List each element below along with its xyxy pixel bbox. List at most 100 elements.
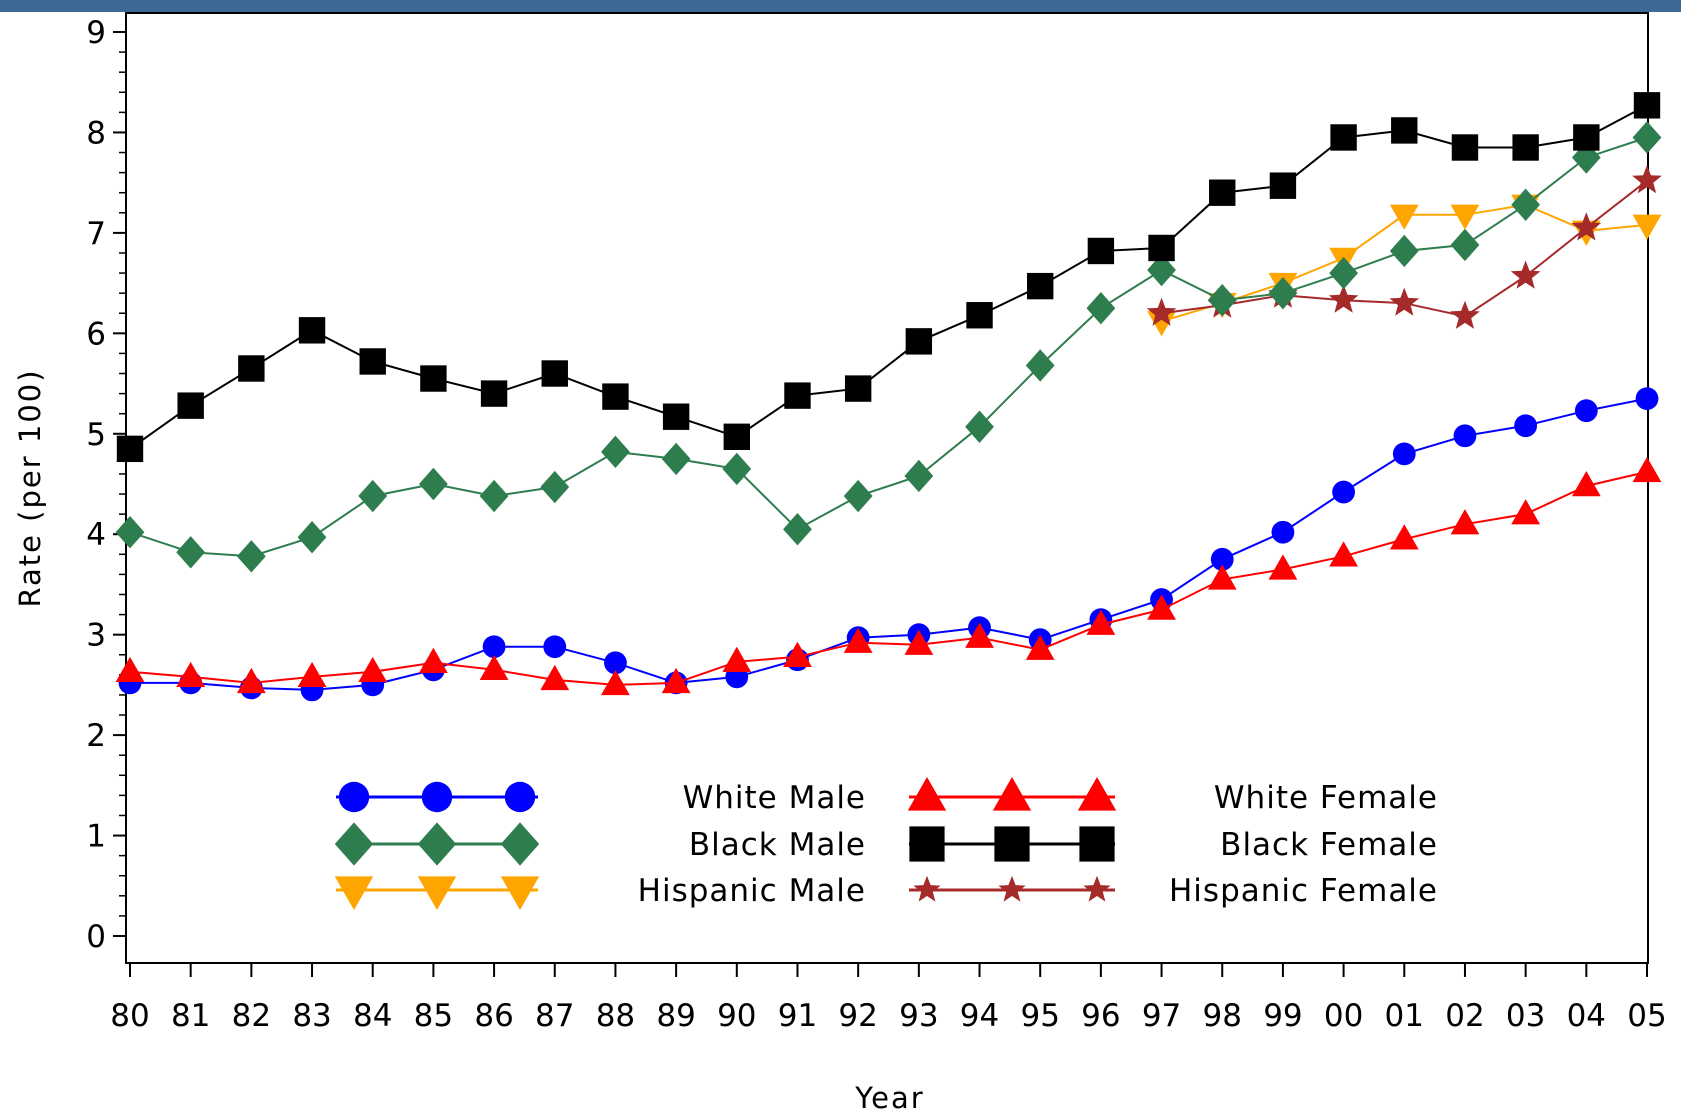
legend-entry-white-female: White Female	[907, 777, 1438, 816]
legend-entry-hispanic-male: Hispanic Male	[334, 873, 866, 910]
x-tick-label: 92	[838, 998, 877, 1034]
series-line	[129, 136, 1648, 558]
legend-marker	[338, 781, 370, 813]
data-point	[1450, 300, 1480, 329]
data-point	[1632, 456, 1662, 483]
series-white-male	[118, 387, 1659, 702]
data-point	[236, 540, 266, 573]
x-tick-label: 81	[171, 998, 210, 1034]
plot-frame	[125, 12, 1649, 964]
y-tick-label: 4	[86, 517, 106, 553]
data-point	[1271, 520, 1295, 544]
data-point	[115, 516, 145, 549]
data-point	[1086, 292, 1116, 325]
data-point	[1268, 554, 1298, 580]
data-point	[419, 467, 448, 501]
data-point	[1453, 424, 1477, 448]
data-point	[1025, 349, 1055, 382]
data-point	[723, 423, 750, 450]
legend-entry-black-male: Black Male	[334, 822, 866, 866]
legend-marker	[1079, 826, 1115, 862]
data-point	[1571, 471, 1601, 497]
data-point	[1329, 256, 1358, 290]
legend-marker	[909, 826, 945, 862]
x-tick-label: 84	[353, 998, 392, 1034]
series-line	[129, 104, 1648, 450]
data-point	[661, 667, 691, 694]
data-point	[177, 392, 204, 419]
data-point	[358, 656, 388, 683]
data-point	[479, 479, 509, 513]
data-point	[1086, 609, 1116, 635]
data-point	[1450, 228, 1480, 262]
y-tick-label: 5	[86, 417, 106, 453]
data-point	[1632, 214, 1662, 240]
x-tick-label: 99	[1263, 998, 1302, 1034]
legend-marker	[500, 876, 540, 910]
x-tick-label: 97	[1142, 998, 1181, 1034]
x-tick-label: 01	[1385, 998, 1424, 1034]
data-point	[298, 317, 326, 344]
data-point	[1330, 124, 1357, 151]
x-tick-label: 80	[110, 998, 149, 1034]
data-point	[1451, 134, 1479, 161]
data-point	[843, 627, 873, 653]
legend-marker	[417, 876, 457, 910]
legend-label: White Female	[1214, 780, 1438, 816]
y-tick-label: 3	[86, 618, 106, 654]
x-tick-label: 85	[414, 998, 453, 1034]
legend-marker	[913, 875, 941, 902]
data-point	[1268, 276, 1298, 310]
legend-marker	[1083, 875, 1111, 902]
y-tick-label: 6	[86, 316, 106, 352]
legend-label: Black Male	[689, 827, 866, 863]
data-point	[479, 654, 509, 681]
data-point	[1329, 541, 1358, 567]
data-point	[238, 355, 265, 382]
legend-entry-black-female: Black Female	[909, 826, 1437, 863]
x-tick-label: 94	[960, 998, 999, 1034]
x-axis-title: Year	[854, 1081, 924, 1112]
x-tick-label: 90	[717, 998, 756, 1034]
data-point	[661, 442, 691, 476]
window-top-bar	[0, 0, 1681, 12]
data-point	[722, 452, 752, 486]
y-tick-label: 9	[86, 15, 106, 51]
y-axis-title: Rate (per 100)	[13, 368, 47, 607]
legend-label: Hispanic Male	[638, 873, 866, 909]
data-point	[783, 513, 812, 546]
series-layer	[115, 92, 1662, 702]
data-point	[1633, 92, 1661, 119]
data-point	[601, 669, 630, 696]
x-tick-label: 83	[292, 998, 331, 1034]
legend-marker	[504, 781, 536, 813]
data-point	[965, 410, 994, 443]
y-tick-label: 0	[86, 919, 106, 955]
data-point	[541, 360, 568, 387]
x-tick-label: 95	[1020, 998, 1059, 1034]
data-point	[1512, 134, 1539, 161]
legend-label: White Male	[683, 780, 866, 816]
series-line	[129, 470, 1648, 686]
data-point	[1573, 124, 1600, 151]
data-point	[1209, 179, 1236, 206]
data-point	[1514, 414, 1538, 438]
data-point	[116, 435, 144, 463]
data-point	[1391, 117, 1418, 144]
data-point	[1146, 297, 1177, 326]
data-point	[1389, 234, 1419, 268]
data-point	[1210, 547, 1234, 571]
x-tick-label: 91	[778, 998, 817, 1034]
x-tick-label: 04	[1567, 998, 1606, 1034]
y-tick-label: 8	[86, 115, 106, 151]
data-point	[1269, 172, 1297, 199]
x-tick-label: 03	[1506, 998, 1545, 1034]
data-point	[540, 470, 570, 504]
data-point	[904, 629, 934, 655]
data-point	[844, 375, 872, 402]
legend-marker	[334, 822, 374, 866]
legend-entry-hispanic-female: Hispanic Female	[909, 873, 1437, 909]
data-point	[543, 635, 567, 659]
x-tick-label: 98	[1203, 998, 1242, 1034]
